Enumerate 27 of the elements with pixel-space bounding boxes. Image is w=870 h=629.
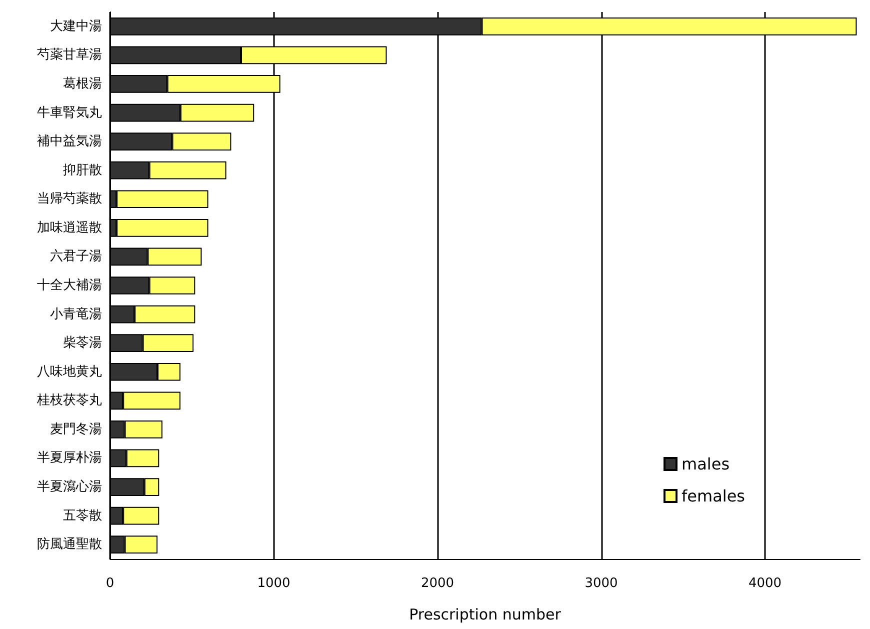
y-tick-label: 防風通聖散 xyxy=(37,537,102,552)
y-tick-label: 加味逍遥散 xyxy=(37,220,102,236)
y-tick-label: 六君子湯 xyxy=(50,249,102,264)
y-tick-label: 牛車腎気丸 xyxy=(37,105,102,120)
legend-label: females xyxy=(682,486,746,506)
y-tick-label: 芍薬甘草湯 xyxy=(37,48,102,63)
x-tick-label: 4000 xyxy=(748,576,782,591)
legend-label: males xyxy=(682,454,730,474)
y-tick-label: 大建中湯 xyxy=(50,18,102,34)
y-tick-label: 小青竜湯 xyxy=(50,306,102,322)
y-tick-label: 桂枝茯苓丸 xyxy=(36,393,102,408)
y-tick-label: 半夏厚朴湯 xyxy=(37,450,102,466)
y-tick-label: 十全大補湯 xyxy=(37,278,102,293)
x-tick-label: 1000 xyxy=(257,576,290,591)
y-tick-label: 葛根湯 xyxy=(63,76,102,92)
y-tick-label: 柴苓湯 xyxy=(63,336,102,351)
y-tick-label: 半夏瀉心湯 xyxy=(37,478,102,495)
y-tick-label: 八味地黄丸 xyxy=(37,364,102,380)
y-tick-label: 補中益気湯 xyxy=(37,134,102,150)
y-tick-label: 五苓散 xyxy=(63,508,102,524)
x-tick-label: 0 xyxy=(106,576,114,591)
x-tick-label: 3000 xyxy=(584,576,618,591)
y-tick-label: 抑肝散 xyxy=(63,162,102,178)
y-tick-label: 当帰芍薬散 xyxy=(37,192,102,207)
y-tick-label: 麦門冬湯 xyxy=(50,422,102,437)
x-axis-title: Prescription number xyxy=(409,606,562,624)
x-tick-label: 2000 xyxy=(420,576,454,591)
